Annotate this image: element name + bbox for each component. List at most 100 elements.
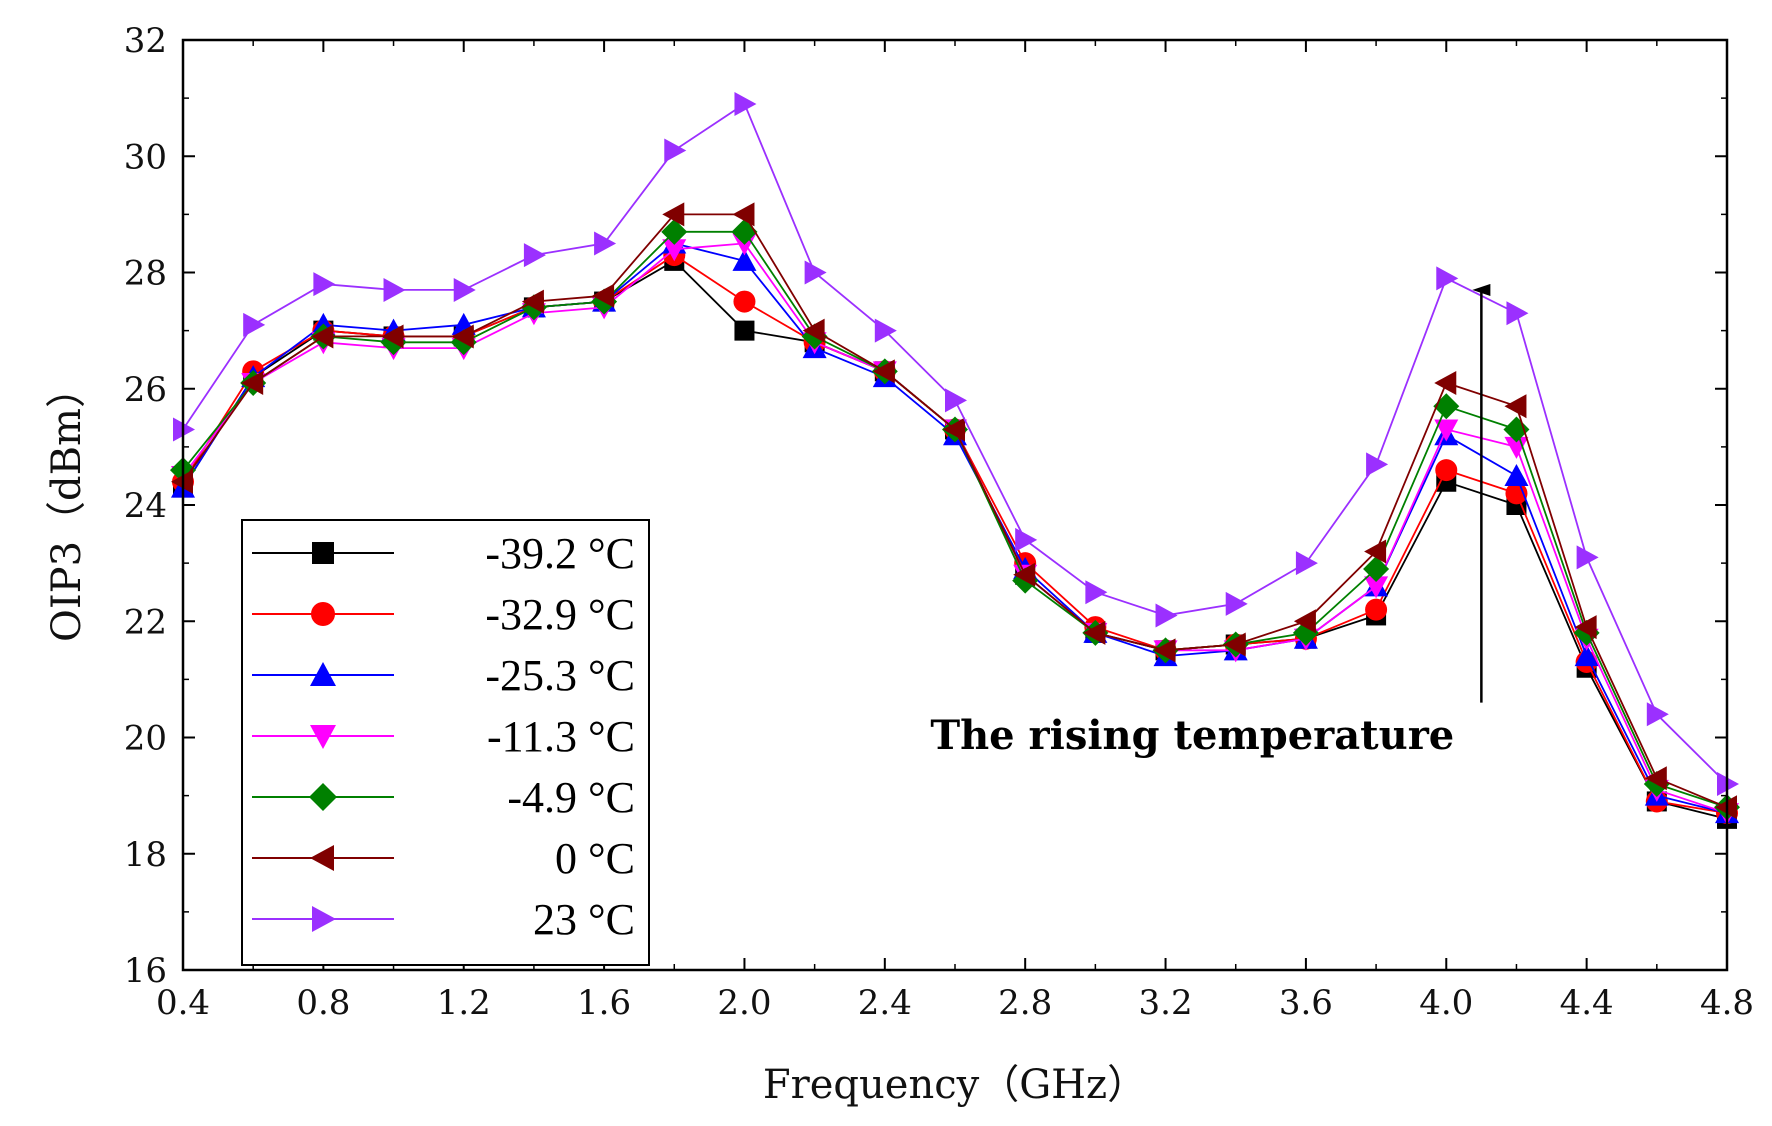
x-tick-label: 2.4 (858, 983, 912, 1023)
legend-label: 23 °C (533, 895, 635, 944)
data-point (1365, 598, 1388, 621)
legend-marker (310, 662, 336, 686)
data-point (594, 231, 617, 256)
data-point (521, 289, 544, 314)
legend-marker (310, 845, 334, 871)
data-point (1576, 545, 1599, 570)
data-point (453, 277, 476, 302)
data-point (383, 277, 406, 302)
data-point (733, 290, 756, 313)
data-point (1504, 463, 1529, 486)
y-tick-label: 30 (124, 137, 167, 177)
data-point (1504, 436, 1529, 459)
legend-marker (312, 906, 336, 932)
legend-label: -39.2 °C (485, 529, 635, 578)
legend-label: -4.9 °C (507, 773, 635, 822)
data-point (1435, 459, 1458, 482)
y-tick-label: 24 (124, 486, 167, 526)
data-point (381, 324, 404, 349)
x-tick-label: 0.4 (156, 983, 210, 1023)
data-point (664, 138, 687, 163)
y-tick-label: 18 (124, 835, 167, 875)
data-point (592, 283, 615, 308)
data-point (313, 272, 336, 297)
data-point (661, 218, 688, 245)
data-point (1434, 419, 1459, 442)
data-point (311, 324, 334, 349)
legend-marker (312, 542, 334, 564)
legend-box (241, 519, 650, 966)
x-tick-label: 1.6 (577, 983, 631, 1023)
data-point (1363, 555, 1390, 582)
data-point (241, 370, 264, 395)
data-point (1434, 370, 1457, 395)
data-point (451, 324, 474, 349)
data-point (1083, 620, 1106, 645)
x-tick-label: 3.2 (1139, 983, 1193, 1023)
data-point (243, 312, 266, 337)
data-point (1436, 266, 1459, 291)
data-point (945, 388, 967, 413)
data-point (1574, 615, 1597, 640)
legend-marker (309, 783, 337, 811)
data-point (1155, 603, 1178, 628)
x-tick-label: 3.6 (1279, 983, 1333, 1023)
x-axis-label: Frequency（GHz） (763, 1062, 1147, 1108)
y-tick-label: 20 (124, 719, 167, 759)
data-point (1504, 394, 1527, 419)
legend-label: -32.9 °C (485, 590, 635, 639)
axes: 16 18 20 22 24 26 28 30 32 0.4 0.8 1.2 1.6 2.0 2.4 2.8 3… (124, 21, 1754, 1023)
data-point (874, 318, 897, 343)
data-point (1644, 766, 1667, 791)
data-point (1295, 551, 1318, 576)
y-axis-label: OIP3（dBm） (44, 368, 90, 642)
legend: -39.2 °C -32.9 °C -25.3 °C -11.3 °C -4.9 °C 0… (241, 519, 650, 966)
legend-label: -11.3 °C (487, 712, 635, 761)
series-6 (171, 202, 1737, 820)
data-point (1293, 609, 1316, 634)
data-point (1223, 632, 1246, 657)
data-point (1364, 539, 1387, 564)
x-tick-label: 2.0 (717, 983, 771, 1023)
data-point (804, 260, 827, 285)
data-point (662, 202, 685, 227)
legend-entry: -11.3 °C (252, 712, 635, 761)
data-point (734, 91, 757, 116)
x-tick-label: 4.4 (1560, 983, 1614, 1023)
data-point (732, 202, 755, 227)
annotation-group: The rising temperature (930, 283, 1491, 759)
legend-entry: 0 °C (252, 834, 635, 883)
legend-entry: 23 °C (252, 895, 635, 944)
data-point (1646, 702, 1669, 727)
legend-label: -25.3 °C (485, 651, 635, 700)
legend-entry: -4.9 °C (252, 773, 635, 822)
y-tick-label: 28 (124, 254, 167, 294)
data-point (1506, 301, 1529, 326)
y-tick-label: 32 (124, 21, 167, 61)
data-point (1085, 580, 1108, 605)
y-tick-label: 26 (124, 370, 167, 410)
data-point (732, 248, 757, 271)
legend-entry: -39.2 °C (252, 529, 635, 578)
data-point (872, 359, 895, 384)
data-point (943, 417, 965, 442)
data-point (734, 320, 755, 341)
data-point (1225, 591, 1248, 616)
legend-entry: -32.9 °C (252, 590, 635, 639)
data-point (1366, 452, 1389, 477)
data-point (523, 243, 546, 268)
data-point (662, 239, 687, 262)
x-tick-label: 4.8 (1700, 983, 1754, 1023)
y-tick-label: 16 (124, 951, 167, 991)
data-point (1574, 644, 1599, 667)
x-tick-label: 4.0 (1419, 983, 1473, 1023)
x-tick-label: 0.8 (296, 983, 350, 1023)
data-point (1503, 416, 1530, 443)
series-group (170, 91, 1740, 829)
data-point (802, 318, 825, 343)
x-tick-label: 1.2 (437, 983, 491, 1023)
legend-entry: -25.3 °C (252, 651, 635, 700)
legend-label: 0 °C (555, 834, 635, 883)
x-tick-label: 2.8 (998, 983, 1052, 1023)
